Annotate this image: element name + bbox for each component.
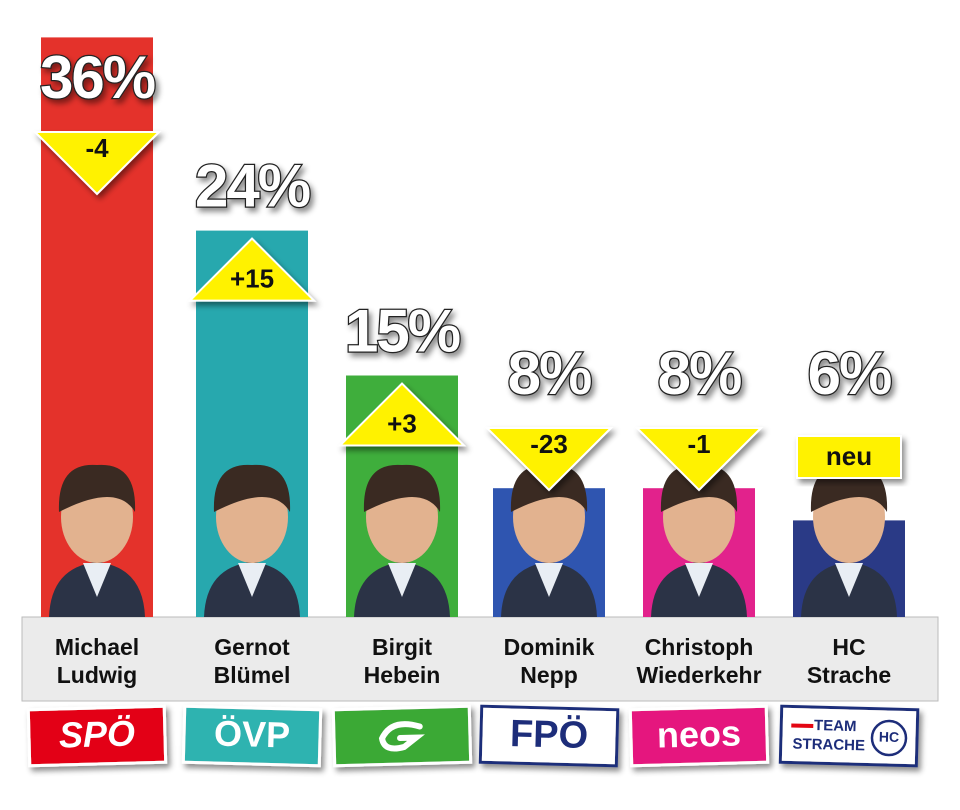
- portrait-collar: [388, 563, 416, 597]
- portrait: [354, 464, 450, 617]
- party-name: TEAM: [814, 717, 857, 735]
- change-label: +15: [230, 263, 274, 293]
- party-logo-mark: [378, 721, 425, 752]
- value-label: 6%: [808, 340, 891, 407]
- party-logo-bg: [628, 704, 770, 768]
- portrait-collar: [685, 563, 713, 597]
- candidate-name: Wiederkehr: [636, 662, 761, 688]
- party-name: SPÖ: [58, 713, 135, 756]
- value-label: 8%: [508, 340, 591, 407]
- change-marker: [32, 131, 162, 196]
- value-label: 8%: [658, 340, 741, 407]
- candidate-name: HC: [832, 634, 865, 660]
- party-name: neos: [656, 712, 741, 755]
- change-marker: [796, 435, 902, 479]
- party-name: STRACHE: [792, 735, 865, 754]
- candidate-name: Birgit: [372, 634, 432, 660]
- candidate-name: Gernot: [214, 634, 290, 660]
- party-logo: SPÖ: [26, 704, 168, 768]
- change-label: -23: [530, 429, 568, 459]
- portrait-collar: [835, 563, 863, 597]
- change-label: +3: [387, 408, 417, 438]
- candidate-name: Ludwig: [57, 662, 137, 688]
- value-label: 15%: [345, 297, 460, 364]
- portrait-collar: [535, 563, 563, 597]
- party-name: HC: [879, 728, 900, 745]
- party-logo: [331, 704, 473, 768]
- candidate-name: Strache: [807, 662, 891, 688]
- portrait-collar: [238, 563, 266, 597]
- change-label: -4: [85, 133, 109, 163]
- name-band: [21, 616, 939, 702]
- party-name: FPÖ: [509, 712, 588, 757]
- party-logo: FPÖ: [478, 704, 620, 768]
- portrait-hair: [58, 464, 136, 512]
- candidate-name: Dominik: [504, 634, 595, 660]
- change-marker: [484, 427, 614, 492]
- party-logo-stripe: [791, 723, 814, 729]
- change-marker: [634, 427, 764, 492]
- candidate-name: Michael: [55, 634, 139, 660]
- party-logo-bg: [478, 704, 620, 768]
- party-logo: ÖVP: [181, 704, 323, 768]
- value-label: 24%: [195, 152, 310, 219]
- party-logo: neos: [628, 704, 770, 768]
- candidate-name: Hebein: [364, 662, 441, 688]
- party-logo-bg: [181, 704, 323, 768]
- portrait-hair: [213, 464, 291, 512]
- portrait: [49, 464, 145, 617]
- change-label: -1: [687, 429, 710, 459]
- change-marker: [337, 382, 467, 447]
- value-label: 36%: [40, 44, 155, 111]
- change-marker: [187, 237, 317, 302]
- party-name: ÖVP: [214, 713, 291, 756]
- portrait-collar: [83, 563, 111, 597]
- party-logo-ring: [870, 719, 908, 757]
- candidate-name: Blümel: [214, 662, 291, 688]
- portrait-hair: [363, 464, 441, 512]
- candidate-name: Christoph: [645, 634, 754, 660]
- party-logo-bg: [26, 704, 168, 768]
- change-label: neu: [826, 441, 872, 471]
- candidate-name: Nepp: [520, 662, 578, 688]
- portrait: [204, 464, 300, 617]
